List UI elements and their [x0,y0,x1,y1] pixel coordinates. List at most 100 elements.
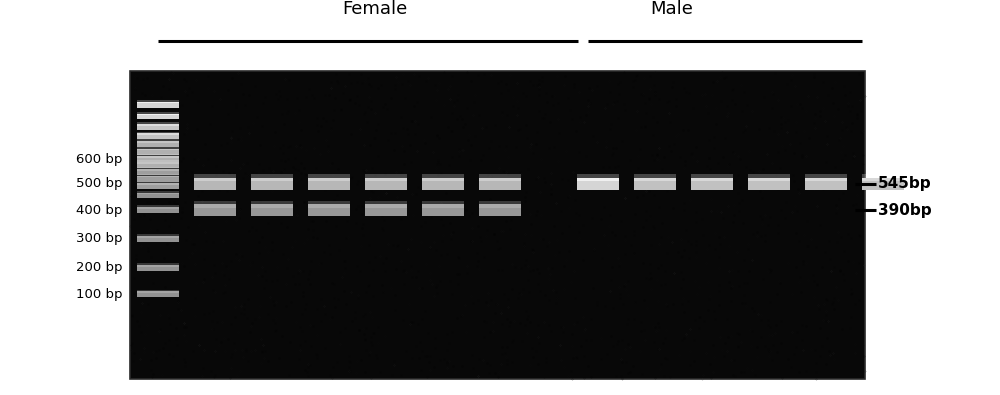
Bar [137,290,179,297]
Text: 600 bp: 600 bp [76,154,122,166]
Bar [137,167,179,175]
Bar [748,174,790,190]
Bar [634,181,676,190]
Bar [137,149,179,154]
Bar [805,181,847,190]
Bar [137,100,179,107]
Bar [137,207,179,213]
Bar [862,181,904,190]
Bar [422,204,464,216]
Bar [308,201,350,216]
Text: 300 bp: 300 bp [76,233,122,245]
Bar [137,114,179,119]
Bar [748,181,790,190]
Bar [479,181,521,190]
Text: Male: Male [651,0,693,18]
Bar [805,178,847,190]
Bar [137,175,179,181]
Text: Female: Female [342,0,408,18]
Text: 500 bp: 500 bp [76,177,122,190]
Bar [137,293,179,297]
Bar [137,139,179,147]
Bar [365,201,407,216]
Bar [137,147,179,154]
Bar [577,181,619,190]
Bar [365,208,407,216]
Bar [137,102,179,107]
Bar [137,126,179,130]
Bar [194,201,236,216]
Bar [194,204,236,216]
Bar [137,154,179,162]
Bar [137,177,179,181]
Bar [137,234,179,242]
Bar [137,156,179,162]
Bar [308,178,350,190]
Bar [308,204,350,216]
Bar [748,178,790,190]
Bar [137,194,179,198]
Bar [137,182,179,189]
Bar [137,132,179,139]
Bar [137,209,179,213]
Bar [194,181,236,190]
Bar [251,204,293,216]
Bar [137,169,179,175]
Bar [479,208,521,216]
Bar [137,185,179,189]
Bar [862,174,904,190]
Bar [137,115,179,119]
Text: 390bp: 390bp [878,203,932,218]
Bar [137,164,179,168]
Bar [137,174,179,181]
Bar [479,204,521,216]
Bar [137,103,179,107]
Bar [137,135,179,139]
Bar [137,162,179,168]
Text: 200 bp: 200 bp [76,261,122,274]
Bar [137,160,179,168]
Bar [577,174,619,190]
Bar [137,124,179,130]
Bar [194,208,236,216]
Bar [137,205,179,213]
Bar [251,178,293,190]
Bar [137,191,179,198]
Bar [365,181,407,190]
Bar [308,181,350,190]
Bar [634,178,676,190]
Bar [805,174,847,190]
Bar [137,183,179,189]
Bar [137,158,179,162]
Bar [137,193,179,198]
Bar [137,291,179,297]
Bar [137,171,179,175]
Bar [130,71,865,379]
Bar [479,201,521,216]
Bar [137,141,179,147]
Bar [137,267,179,271]
Bar [422,178,464,190]
Bar [251,174,293,190]
Bar [691,174,733,190]
Text: 100 bp: 100 bp [76,288,122,301]
Bar [251,201,293,216]
Bar [137,150,179,154]
Bar [137,143,179,147]
Bar [862,178,904,190]
Bar [308,174,350,190]
Bar [137,265,179,271]
Bar [137,122,179,130]
Bar [137,238,179,242]
Bar [137,112,179,119]
Bar [577,178,619,190]
Bar [422,174,464,190]
Bar [691,178,733,190]
Bar [634,174,676,190]
Bar [479,174,521,190]
Bar [365,174,407,190]
Bar [422,201,464,216]
Bar [251,181,293,190]
Bar [194,174,236,190]
Bar [137,134,179,139]
